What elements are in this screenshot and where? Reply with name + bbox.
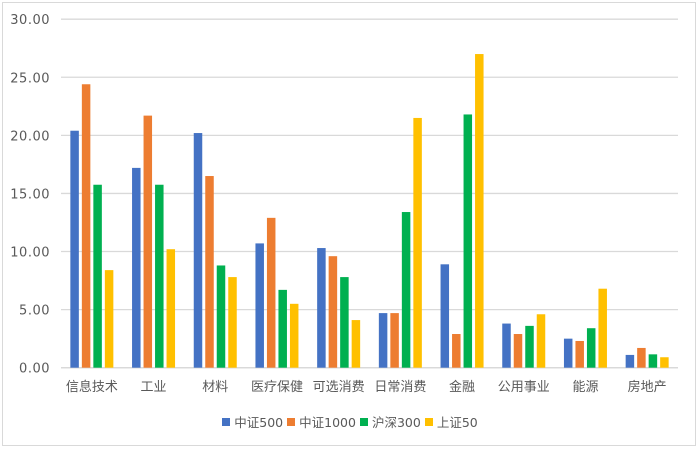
bar — [70, 130, 79, 368]
bar — [278, 289, 287, 368]
bar — [475, 54, 484, 368]
bar — [440, 264, 450, 368]
legend-label: 沪深300 — [371, 415, 421, 430]
y-tick-label: 15.00 — [10, 187, 50, 202]
bar — [625, 354, 635, 368]
legend-label: 中证500 — [234, 415, 284, 430]
x-category-label: 金融 — [449, 379, 475, 395]
bars — [70, 54, 669, 368]
bar — [255, 243, 264, 368]
legend-item: 中证500 — [222, 412, 283, 431]
bar — [536, 314, 546, 368]
bar — [143, 115, 153, 368]
bar — [81, 84, 91, 368]
legend-label: 中证1000 — [299, 415, 356, 430]
x-category-label: 医疗保健 — [251, 380, 303, 395]
bar — [289, 303, 299, 368]
bar — [216, 265, 226, 368]
bar — [378, 313, 388, 368]
bar — [266, 217, 276, 368]
bar — [502, 323, 511, 368]
bar — [452, 334, 461, 368]
bar — [132, 167, 141, 368]
y-tick-label: 25.00 — [10, 71, 50, 86]
bar — [328, 256, 338, 368]
bar — [390, 313, 399, 368]
bar — [660, 357, 669, 368]
x-category-label: 能源 — [572, 380, 598, 395]
bar — [166, 249, 176, 368]
bar — [513, 334, 523, 368]
bar — [93, 184, 102, 368]
x-category-label: 工业 — [141, 380, 167, 395]
x-category-label: 可选消费 — [313, 380, 365, 395]
legend: 中证500 中证1000 沪深300 上证50 — [0, 412, 700, 431]
bar — [637, 347, 646, 368]
y-tick-label: 10.00 — [10, 246, 50, 261]
x-category-label: 日常消费 — [374, 380, 426, 395]
bar — [155, 184, 164, 368]
bar — [401, 212, 411, 368]
legend-swatch-icon — [287, 417, 296, 426]
bar — [463, 114, 473, 368]
x-category-label: 信息技术 — [66, 379, 118, 395]
bar — [598, 288, 607, 368]
bar — [340, 277, 349, 368]
bar — [317, 248, 326, 368]
legend-item: 沪深300 — [359, 412, 421, 431]
x-category-label: 材料 — [202, 380, 228, 395]
bar — [351, 320, 361, 368]
bar — [193, 133, 203, 368]
y-tick-label: 0.00 — [19, 362, 50, 377]
legend-item: 中证1000 — [287, 412, 356, 431]
x-axis-labels: 信息技术 工业 材料 医疗保健 可选消费 日常消费 金融 公用事业 能源 房地产 — [66, 379, 667, 395]
bar — [586, 328, 596, 368]
legend-label: 上证50 — [436, 415, 478, 430]
y-tick-label: 20.00 — [10, 129, 50, 144]
x-category-label: 房地产 — [628, 379, 667, 395]
bar — [575, 340, 584, 368]
x-category-label: 公用事业 — [498, 380, 550, 395]
bar — [104, 270, 114, 368]
y-tick-label: 30.00 — [10, 13, 50, 28]
legend-swatch-icon — [424, 417, 433, 426]
bar — [563, 338, 573, 368]
legend-item: 上证50 — [424, 412, 478, 431]
bar — [228, 277, 237, 368]
legend-swatch-icon — [222, 417, 231, 426]
bar — [205, 176, 214, 368]
bar — [648, 354, 658, 368]
gridlines — [61, 18, 678, 369]
y-axis-ticks: 0.00 5.00 10.00 15.00 20.00 25.00 30.00 — [10, 13, 50, 377]
bar — [413, 117, 422, 368]
bar — [525, 325, 534, 368]
y-tick-label: 5.00 — [19, 304, 50, 319]
legend-swatch-icon — [359, 417, 368, 426]
